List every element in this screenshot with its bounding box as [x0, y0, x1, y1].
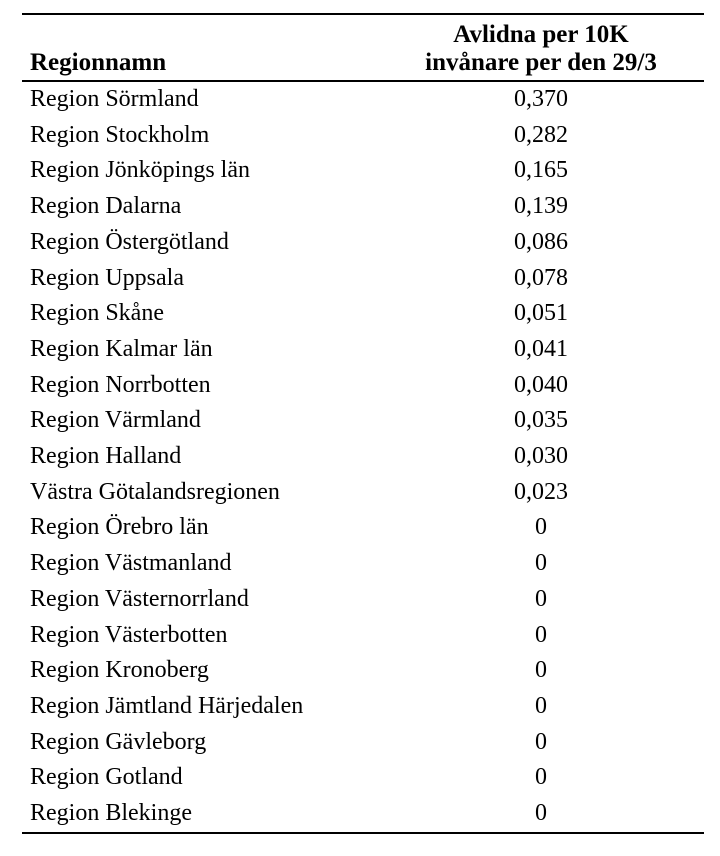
region-name-cell: Region Stockholm [30, 121, 210, 148]
deaths-per-10k-value-cell: 0,078 [514, 264, 568, 291]
region-name-cell: Region Västmanland [30, 550, 232, 577]
header-row: Regionnamn Avlidna per 10K invånare per … [22, 14, 704, 81]
table-row: Region Gotland 0 [22, 760, 704, 796]
region-name-cell: Region Blekinge [30, 800, 192, 827]
deaths-per-10k-value-cell: 0 [535, 550, 547, 577]
deaths-per-10k-value-cell: 0,282 [514, 121, 568, 148]
region-name-cell: Region Norrbotten [30, 371, 211, 398]
deaths-per-10k-value-cell: 0 [535, 514, 547, 541]
deaths-per-10k-value-cell: 0,139 [514, 193, 568, 220]
deaths-per-10k-value-cell: 0 [535, 800, 547, 827]
table-body: Region Sörmland 0,370 Region Stockholm 0,28… [22, 81, 704, 833]
deaths-per-10k-value-cell: 0,030 [514, 443, 568, 470]
column-header-deaths-per-10k: Avlidna per 10K invånare per den 29/3 [378, 14, 704, 81]
table-row: Region Uppsala 0,078 [22, 261, 704, 297]
deaths-per-10k-value-cell: 0,035 [514, 407, 568, 434]
deaths-per-10k-value-cell: 0 [535, 585, 547, 612]
region-name-cell: Region Jönköpings län [30, 157, 250, 184]
column-header-deaths-line2: invånare per den 29/3 [425, 49, 657, 76]
deaths-per-10k-value-cell: 0,165 [514, 157, 568, 184]
table-row: Region Västmanland 0 [22, 546, 704, 582]
table-row: Region Värmland 0,035 [22, 403, 704, 439]
deaths-per-10k-value-cell: 0,041 [514, 335, 568, 362]
table-row: Region Östergötland 0,086 [22, 225, 704, 261]
column-header-region-name: Regionnamn [30, 49, 167, 76]
table-row: Region Kronoberg 0 [22, 653, 704, 689]
table-row: Region Stockholm 0,282 [22, 118, 704, 154]
region-name-cell: Region Örebro län [30, 514, 209, 541]
region-name-cell: Region Gävleborg [30, 728, 207, 755]
deaths-per-10k-value-cell: 0,023 [514, 478, 568, 505]
region-name-cell: Region Halland [30, 443, 182, 470]
table-row: Region Jämtland Härjedalen 0 [22, 689, 704, 725]
deaths-per-10k-value-cell: 0,086 [514, 228, 568, 255]
region-name-cell: Region Uppsala [30, 264, 184, 291]
table-row: Region Västernorrland 0 [22, 582, 704, 618]
table-row: Region Halland 0,030 [22, 439, 704, 475]
table-row: Region Skåne 0,051 [22, 296, 704, 332]
region-mortality-table-container: Regionnamn Avlidna per 10K invånare per … [22, 13, 704, 834]
region-name-cell: Region Kronoberg [30, 657, 209, 684]
region-name-cell: Region Värmland [30, 407, 201, 434]
column-header-deaths-line1: Avlidna per 10K [453, 21, 629, 48]
region-name-cell: Region Kalmar län [30, 335, 213, 362]
table-row: Region Västerbotten 0 [22, 618, 704, 654]
region-name-cell: Region Västerbotten [30, 621, 228, 648]
table-header: Regionnamn Avlidna per 10K invånare per … [22, 14, 704, 81]
table-row: Region Gävleborg 0 [22, 725, 704, 761]
deaths-per-10k-value-cell: 0,051 [514, 300, 568, 327]
table-row: Region Jönköpings län 0,165 [22, 153, 704, 189]
table-row: Region Sörmland 0,370 [22, 81, 704, 118]
table-row: Region Norrbotten 0,040 [22, 368, 704, 404]
region-name-cell: Region Jämtland Härjedalen [30, 692, 304, 719]
region-name-cell: Västra Götalandsregionen [30, 478, 280, 505]
deaths-per-10k-value-cell: 0,040 [514, 371, 568, 398]
region-name-cell: Region Skåne [30, 300, 164, 327]
region-name-cell: Region Gotland [30, 764, 183, 791]
table-row: Region Kalmar län 0,041 [22, 332, 704, 368]
deaths-per-10k-value-cell: 0 [535, 621, 547, 648]
region-name-cell: Region Sörmland [30, 86, 199, 112]
deaths-per-10k-value-cell: 0 [535, 692, 547, 719]
region-mortality-table: Regionnamn Avlidna per 10K invånare per … [22, 13, 704, 834]
table-row: Region Dalarna 0,139 [22, 189, 704, 225]
region-name-cell: Region Dalarna [30, 193, 182, 220]
deaths-per-10k-value-cell: 0 [535, 764, 547, 791]
deaths-per-10k-value-cell: 0 [535, 728, 547, 755]
table-row: Västra Götalandsregionen 0,023 [22, 475, 704, 511]
deaths-per-10k-value-cell: 0 [535, 657, 547, 684]
table-row: Region Blekinge 0 [22, 796, 704, 833]
table-row: Region Örebro län 0 [22, 510, 704, 546]
deaths-per-10k-value-cell: 0,370 [514, 86, 568, 112]
region-name-cell: Region Västernorrland [30, 585, 249, 612]
region-name-cell: Region Östergötland [30, 228, 229, 255]
